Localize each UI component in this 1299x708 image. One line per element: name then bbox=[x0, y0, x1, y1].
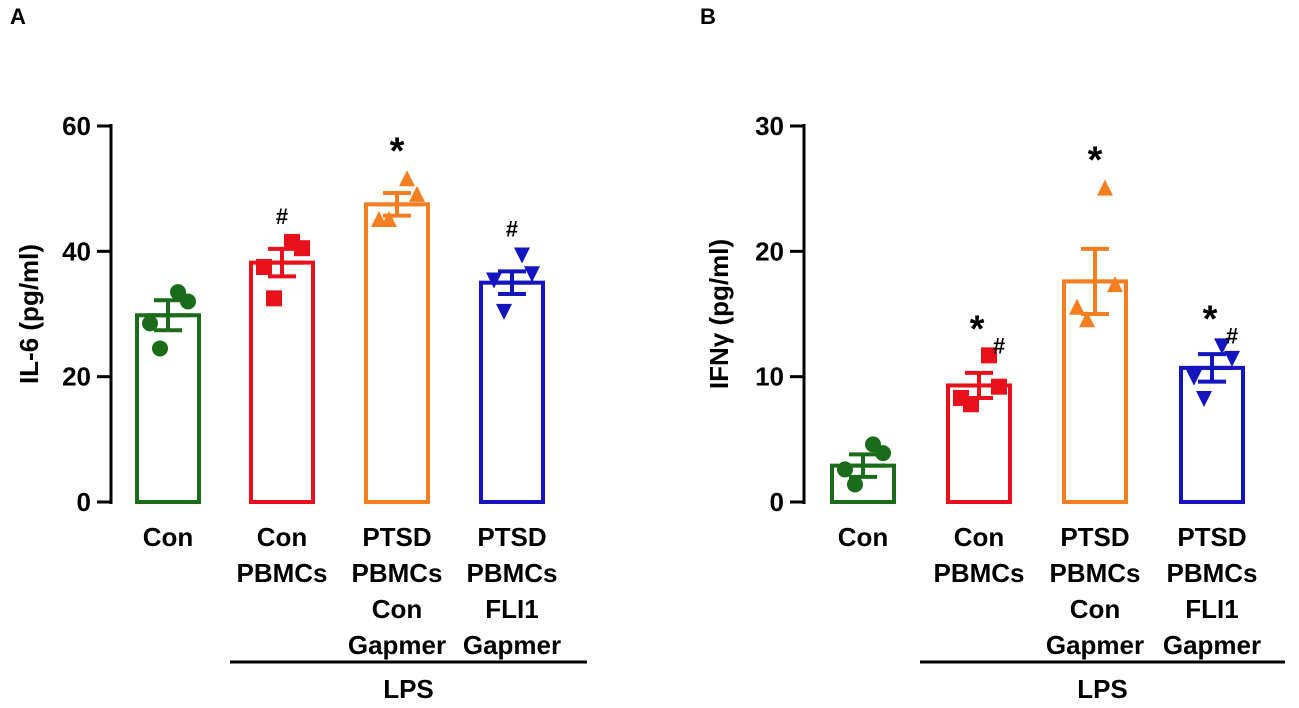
chart-panel-A: A 0 20 40 60 IL-6 (pg/ml) Con # Con PBMCs * PTSD PBM… bbox=[10, 4, 587, 704]
data-point bbox=[170, 284, 186, 301]
significance-hash: # bbox=[993, 333, 1005, 358]
y-tick-label: 20 bbox=[755, 236, 784, 266]
data-point bbox=[266, 290, 282, 307]
category-label: PTSD bbox=[362, 522, 431, 552]
category-label: PTSD bbox=[1177, 522, 1246, 552]
bar-group-0 bbox=[135, 284, 201, 504]
group-label: LPS bbox=[383, 674, 434, 704]
significance-star: * bbox=[1203, 298, 1218, 340]
y-tick-label: 40 bbox=[62, 236, 91, 266]
data-point bbox=[1069, 298, 1085, 315]
bar bbox=[479, 280, 545, 504]
data-point bbox=[875, 445, 891, 462]
data-point bbox=[1079, 311, 1095, 328]
data-point bbox=[524, 266, 540, 283]
bar-group-2: * bbox=[1062, 140, 1128, 504]
y-tick-label: 30 bbox=[755, 111, 784, 141]
y-axis-title: IL-6 (pg/ml) bbox=[14, 244, 44, 384]
category-label: Con bbox=[954, 522, 1005, 552]
data-point bbox=[1097, 179, 1113, 196]
panel-label: A bbox=[10, 4, 26, 29]
y-tick-label: 0 bbox=[770, 487, 784, 517]
data-point bbox=[991, 378, 1007, 395]
data-point bbox=[847, 476, 863, 493]
category-label: PTSD bbox=[477, 522, 546, 552]
category-label: PTSD bbox=[1060, 522, 1129, 552]
category-label: Con bbox=[372, 594, 423, 624]
category-label: PBMCs bbox=[351, 558, 442, 588]
group-label: LPS bbox=[1077, 674, 1128, 704]
data-point bbox=[1214, 338, 1230, 355]
bar bbox=[135, 313, 201, 504]
data-point bbox=[399, 170, 415, 187]
data-point bbox=[1196, 390, 1212, 407]
category-label: Con bbox=[1070, 594, 1121, 624]
data-point bbox=[142, 315, 158, 332]
category-label: Gapmer bbox=[1046, 630, 1144, 660]
significance-star: * bbox=[970, 308, 985, 350]
panel-label: B bbox=[700, 4, 716, 29]
data-point bbox=[256, 259, 272, 275]
category-label: PBMCs bbox=[1166, 558, 1257, 588]
significance-star: * bbox=[390, 130, 405, 172]
significance-star: * bbox=[1088, 140, 1103, 182]
category-label: Gapmer bbox=[463, 630, 561, 660]
bar-group-0 bbox=[830, 436, 896, 504]
data-point bbox=[1186, 369, 1202, 386]
data-point bbox=[963, 396, 979, 413]
bar-group-2: * bbox=[364, 130, 430, 504]
y-tick-label: 20 bbox=[62, 362, 91, 392]
bar bbox=[1179, 365, 1245, 505]
category-label: PBMCs bbox=[933, 558, 1024, 588]
category-label: Con bbox=[838, 522, 889, 552]
bar bbox=[364, 202, 430, 504]
data-point bbox=[152, 340, 168, 357]
y-tick-label: 10 bbox=[755, 362, 784, 392]
data-point bbox=[837, 461, 853, 478]
y-tick-label: 0 bbox=[77, 487, 91, 517]
data-point bbox=[981, 347, 997, 364]
category-label: FLI1 bbox=[485, 594, 538, 624]
data-point bbox=[294, 240, 310, 257]
y-tick-label: 60 bbox=[62, 111, 91, 141]
bar-group-1: # bbox=[249, 204, 315, 505]
category-label: Con bbox=[257, 522, 308, 552]
bar-group-3: # bbox=[479, 216, 545, 504]
data-point bbox=[381, 211, 397, 227]
data-point bbox=[486, 272, 502, 289]
significance-hash: # bbox=[1226, 323, 1238, 348]
category-label: FLI1 bbox=[1185, 594, 1238, 624]
bar-group-1: * # bbox=[946, 308, 1012, 504]
significance-hash: # bbox=[276, 204, 288, 229]
category-label: PBMCs bbox=[466, 558, 557, 588]
data-point bbox=[1107, 276, 1123, 293]
data-point bbox=[180, 293, 196, 310]
category-label: PBMCs bbox=[236, 558, 327, 588]
data-point bbox=[409, 185, 425, 202]
data-point bbox=[514, 247, 530, 264]
data-point bbox=[496, 303, 512, 320]
significance-hash: # bbox=[506, 216, 518, 241]
category-label: Gapmer bbox=[1163, 630, 1261, 660]
bar-group-3: * # bbox=[1179, 298, 1245, 505]
category-label: Con bbox=[143, 522, 194, 552]
data-point bbox=[1224, 350, 1240, 367]
y-axis-title: IFNγ (pg/ml) bbox=[704, 239, 734, 389]
category-label: PBMCs bbox=[1049, 558, 1140, 588]
category-label: Gapmer bbox=[348, 630, 446, 660]
